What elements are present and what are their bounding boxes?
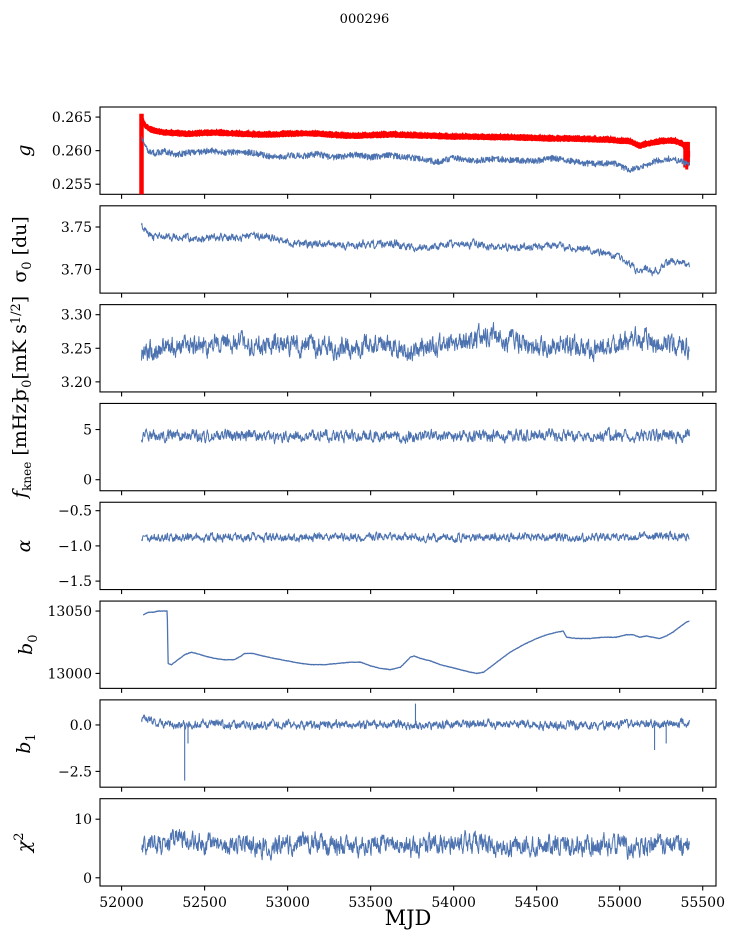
svg-text:σ0 [du]: σ0 [du] [9,216,35,283]
y-tick-label: 0.255 [52,177,92,193]
x-tick-label: 55000 [597,895,642,911]
y-tick-label: 13000 [47,666,92,682]
panel-sigma0-mk: 3.20 3.25 3.30 σ0[mK s1/2] [9,296,717,401]
x-tick-label: 52000 [99,895,144,911]
panel-frame [99,501,717,591]
svg-text:χ2: χ2 [12,832,35,854]
y-axis-label: α [13,539,35,552]
series-fknee-trace [141,426,690,445]
y-axis-label: σ0[mK s1/2] [9,296,35,401]
panel-gain: 0.255 0.260 0.265 g [13,106,717,199]
series-chi2-trace [141,829,690,861]
svg-text:b1: b1 [13,733,39,753]
panel-frame [99,205,717,294]
panel-frame [99,600,717,689]
y-tick-label: 3.25 [61,341,92,357]
panel-fknee: 0 5 fknee [mHz] [9,396,717,500]
y-tick-label: 0.265 [52,110,92,126]
y-tick-label: 0.260 [52,144,92,160]
y-axis-label: fknee [mHz] [9,396,34,500]
y-tick-label: 3.30 [61,308,92,324]
y-tick-label: 3.70 [61,262,92,278]
x-axis-label: MJD [385,906,432,930]
y-axis-label: σ0 [du] [9,216,35,283]
y-tick-label: 0 [83,871,92,887]
y-tick-label: 10 [74,812,92,828]
svg-text:σ0[mK s1/2]: σ0[mK s1/2] [9,296,35,401]
svg-text:g: g [13,145,35,157]
y-axis-label: b1 [13,733,39,753]
figure-title: 000296 [340,12,390,27]
y-tick-label: −1.0 [58,539,92,555]
y-tick-label: −1.5 [58,574,92,590]
panel-b0: 13000 13050 b0 [15,600,717,693]
y-tick-label: 3.75 [61,220,92,236]
panel-alpha: −1.5 −1.0 −0.5 α [13,501,717,595]
x-tick-label: 55500 [680,895,725,911]
y-tick-label: 3.20 [61,375,92,391]
x-tick-label: 52500 [182,895,227,911]
y-tick-label: 13050 [47,604,92,620]
series-gain-blue [141,136,690,174]
svg-text:b0: b0 [15,634,41,654]
series-sigma0-mk-trace [141,322,690,363]
panel-frame [99,699,717,788]
y-axis-label: g [13,145,35,157]
y-tick-label: −0.5 [58,504,92,520]
series-b0-trace [142,610,690,675]
svg-text:α: α [13,539,35,552]
panel-b1: −2.5 0.0 b1 [13,699,717,792]
y-tick-label: −2.5 [58,764,92,780]
y-tick-label: 5 [83,423,92,439]
panel-frame [99,402,717,492]
y-axis-label: χ2 [12,832,35,854]
x-tick-label: 53500 [348,895,393,911]
series-alpha-trace [141,530,690,544]
x-tick-label: 54000 [431,895,476,911]
x-tick-label: 54500 [514,895,559,911]
y-tick-label: 0.0 [70,718,92,734]
x-tick-label: 53000 [265,895,310,911]
y-tick-label: 0 [83,473,92,489]
panel-sigma0-du: 3.70 3.75 σ0 [du] [9,205,717,298]
series-sigma0-du-trace [141,222,690,277]
y-axis-label: b0 [15,634,41,654]
panel-chi2: 0 10 52000 52500 53000 53500 54000 54500 55000 55… [12,798,725,911]
svg-text:fknee [mHz]: fknee [mHz] [9,396,34,500]
